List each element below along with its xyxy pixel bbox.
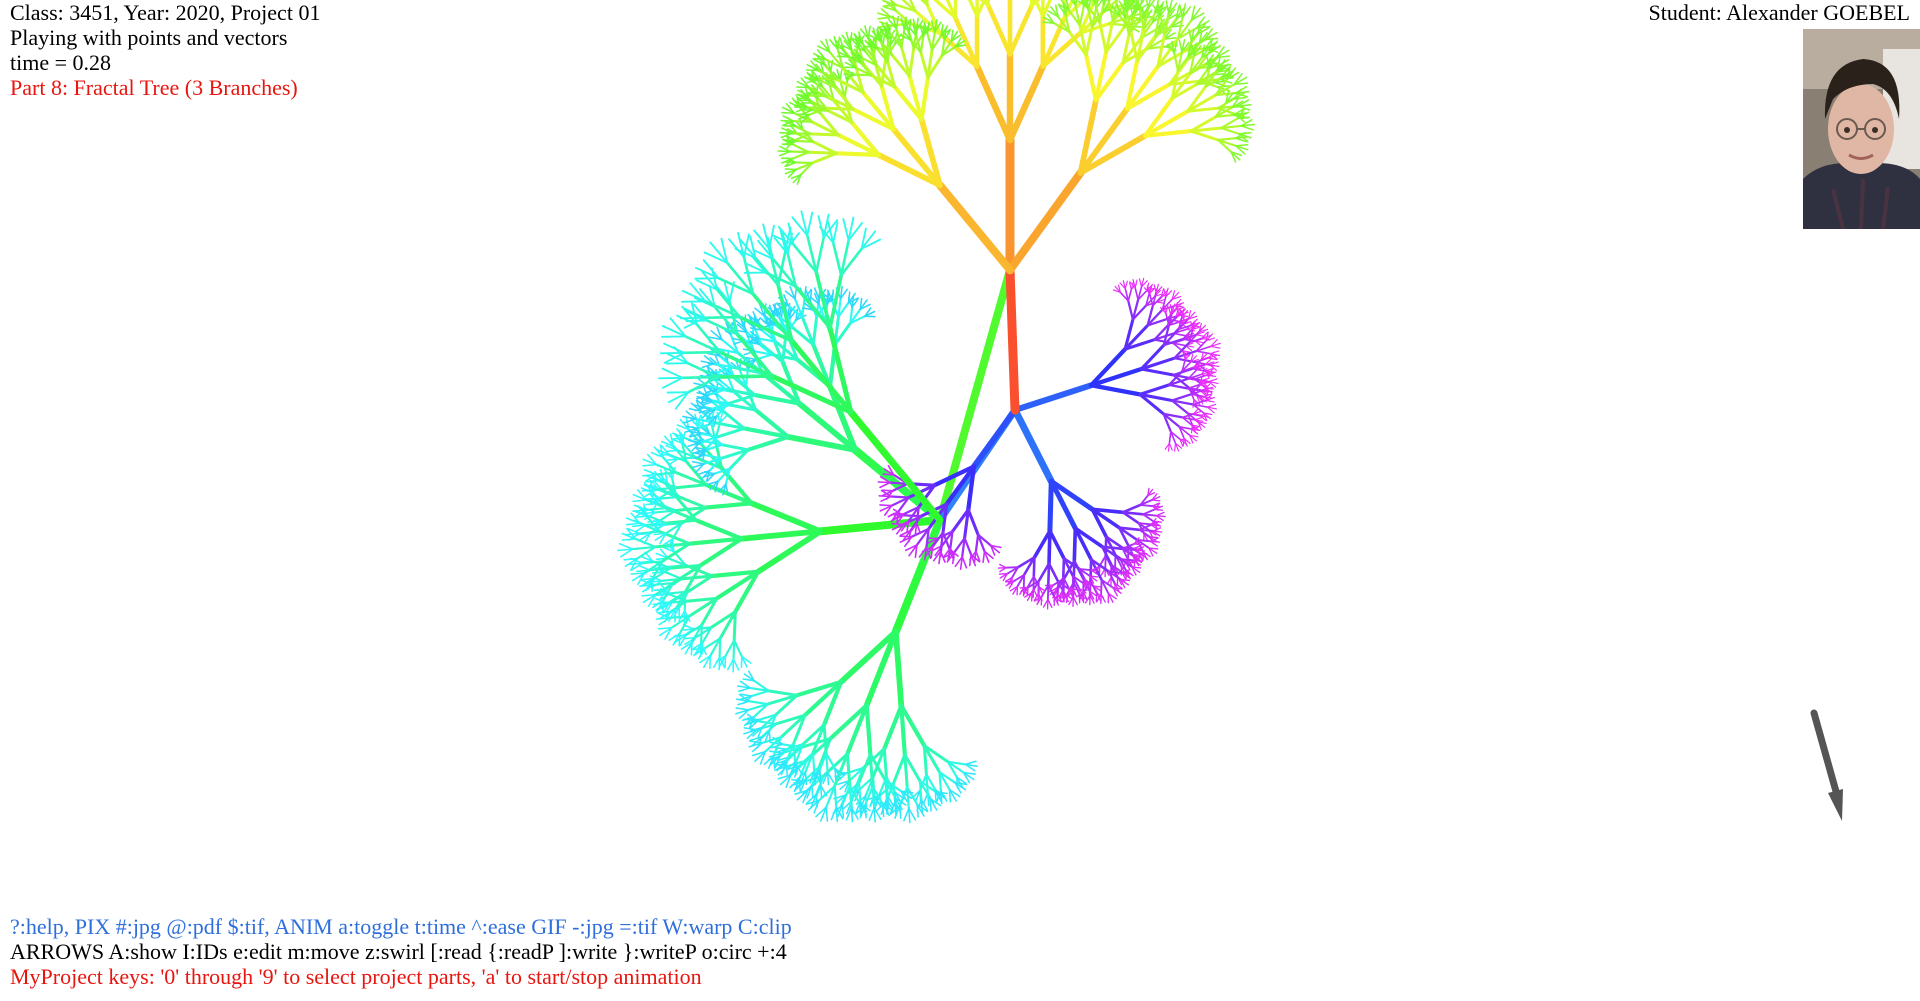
class-line: Class: 3451, Year: 2020, Project 01 bbox=[10, 0, 321, 25]
time-readout: time = 0.28 bbox=[10, 50, 112, 75]
portrait-icon bbox=[1803, 29, 1920, 229]
subtitle-line: Playing with points and vectors bbox=[10, 25, 288, 50]
help-keys-line: ?:help, PIX #:jpg @:pdf $:tif, ANIM a:to… bbox=[10, 914, 792, 939]
footer-help: ?:help, PIX #:jpg @:pdf $:tif, ANIM a:to… bbox=[10, 914, 792, 989]
student-photo bbox=[1803, 29, 1920, 229]
part-title: Part 8: Fractal Tree (3 Branches) bbox=[10, 75, 298, 100]
student-name: Student: Alexander GOEBEL bbox=[1648, 0, 1910, 25]
project-keys-line: MyProject keys: '0' through '9' to selec… bbox=[10, 964, 702, 989]
arrows-keys-line: ARROWS A:show I:IDs e:edit m:move z:swir… bbox=[10, 939, 787, 964]
header-info: Class: 3451, Year: 2020, Project 01 Play… bbox=[10, 0, 320, 100]
